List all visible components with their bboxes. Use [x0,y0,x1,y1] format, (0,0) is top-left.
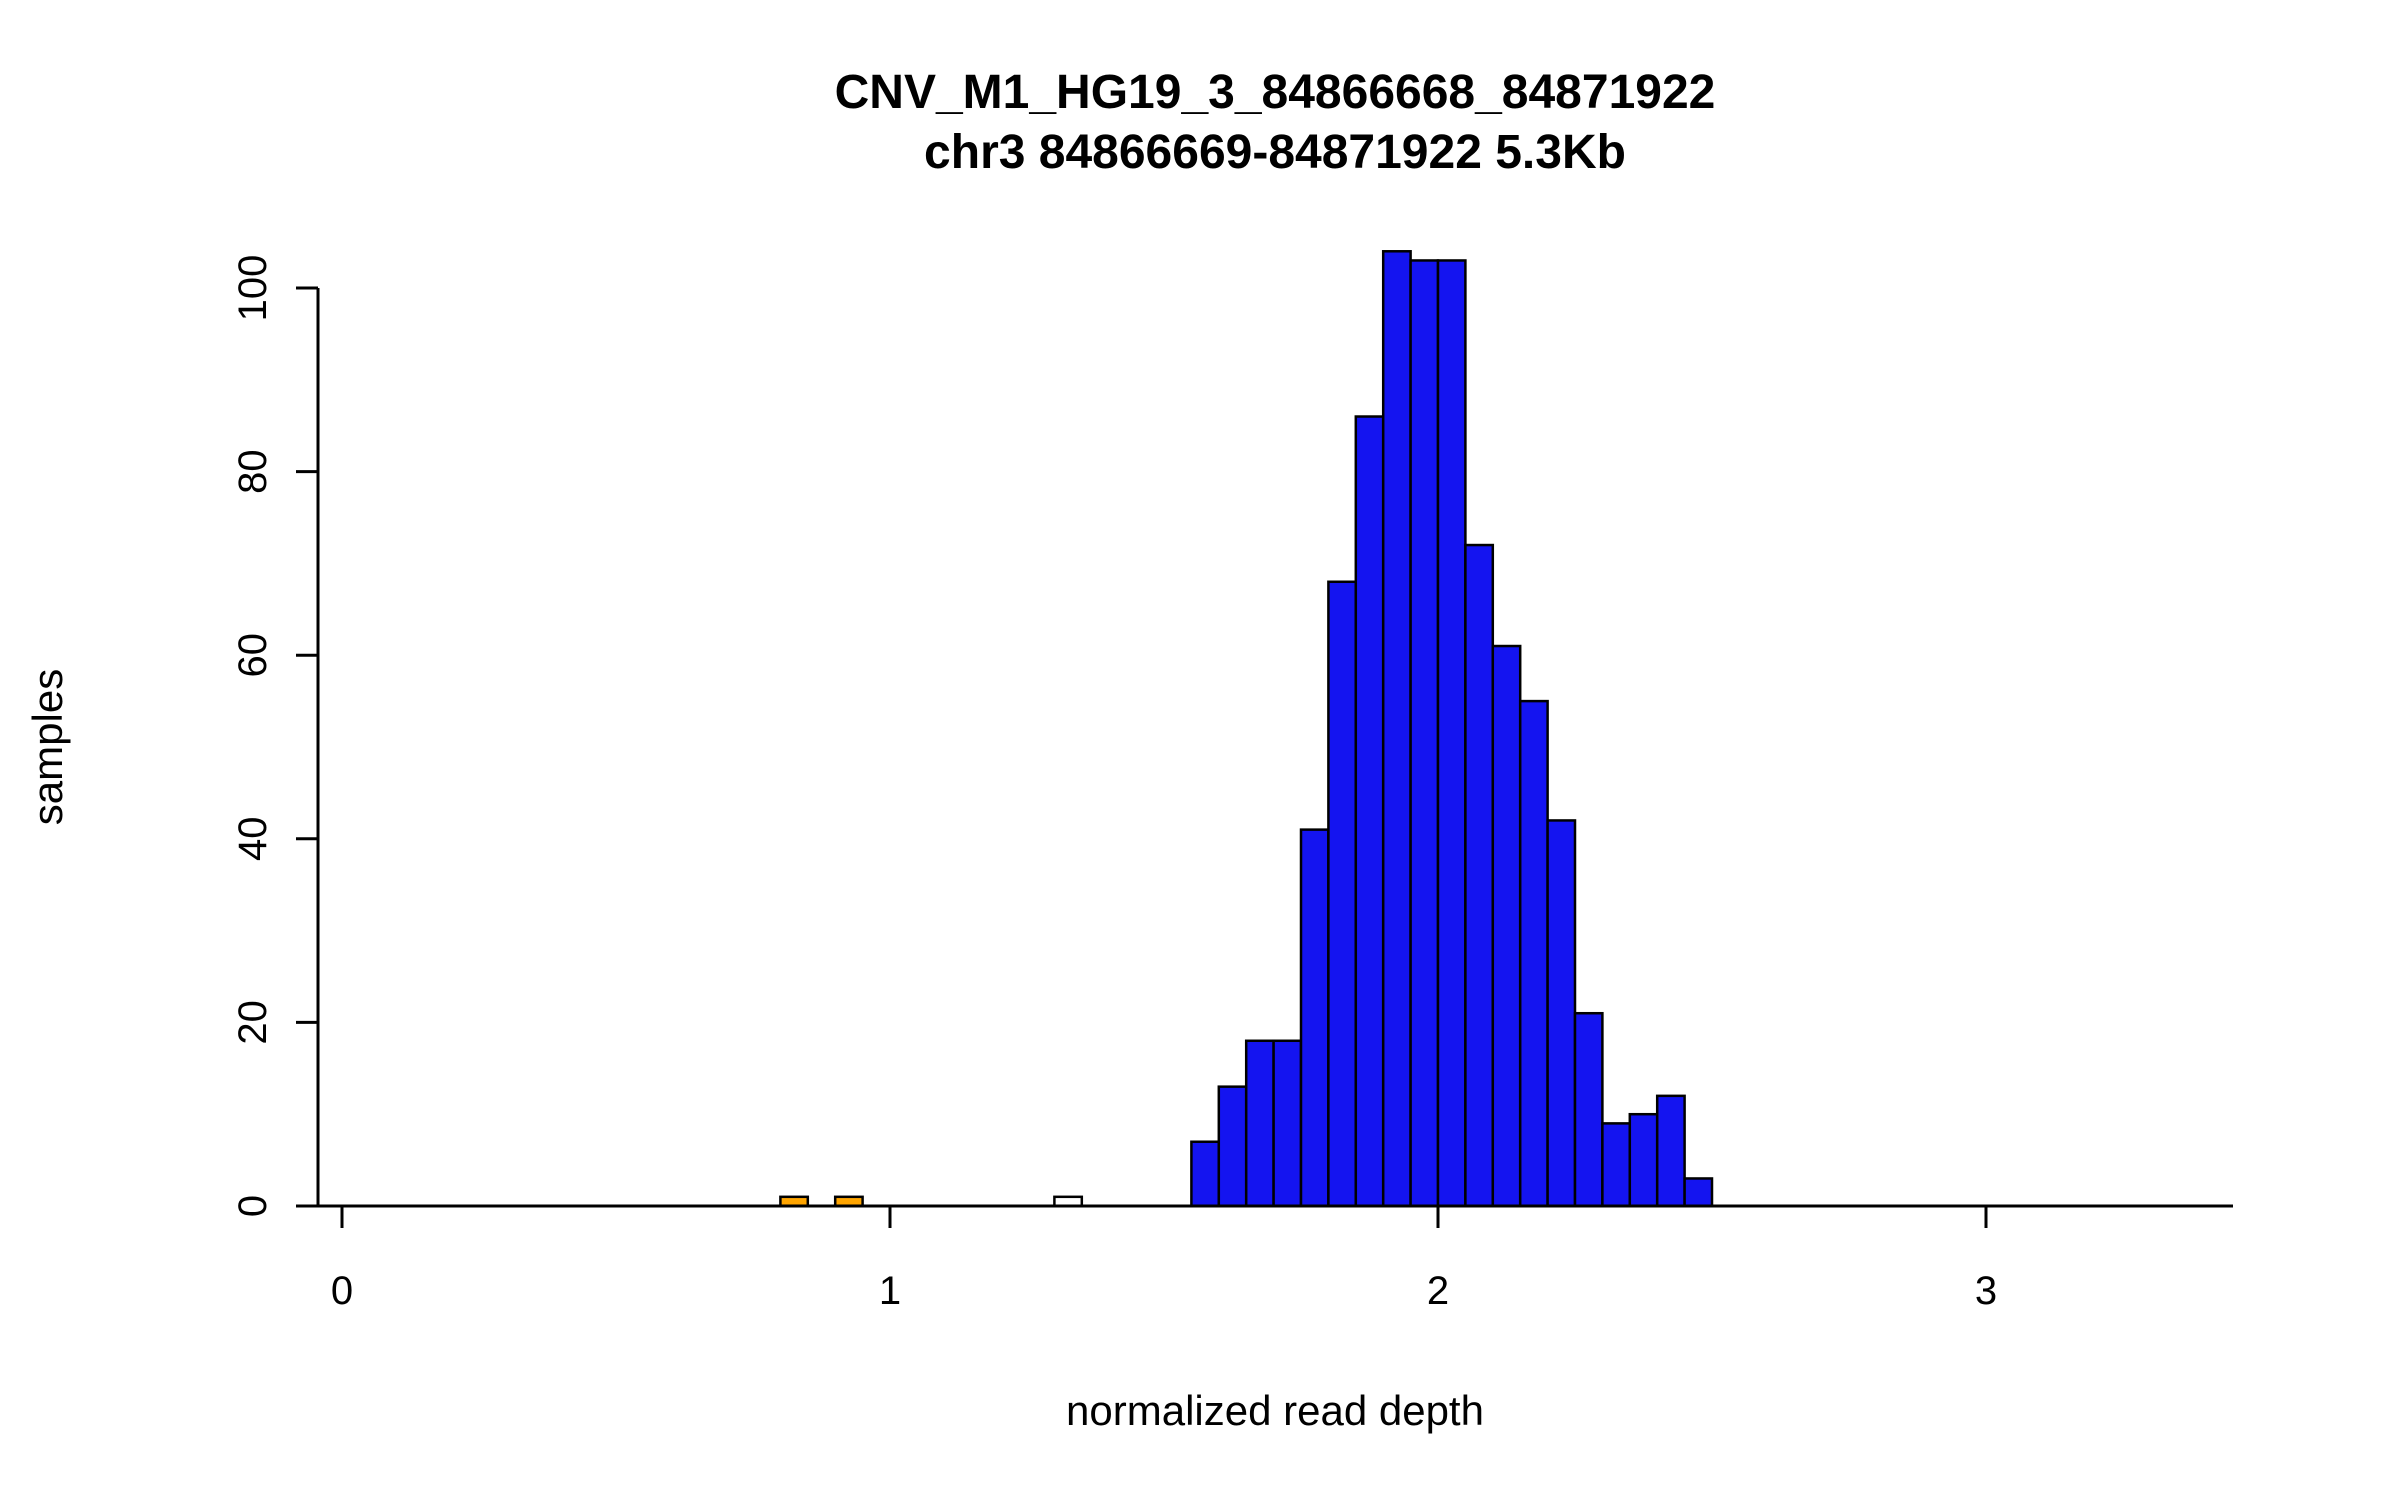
histogram-bar-blue-bars [1190,1140,1221,1208]
histogram-bar-blue-bars [1601,1122,1632,1208]
x-axis-label: normalized read depth [1066,1387,1484,1434]
y-axis-label: samples [24,669,71,825]
histogram-bar-blue-bars [1409,259,1440,1208]
histogram-bar-blue-bars [1381,250,1412,1208]
histogram-bar-blue-bars [1546,819,1577,1208]
x-tick-label: 1 [879,1269,901,1313]
histogram-bar-blue-bars [1327,580,1358,1208]
histogram-bar-blue-bars [1628,1112,1659,1208]
histogram-bars [779,250,1714,1208]
chart-title: CNV_M1_HG19_3_84866668_84871922 [835,66,1716,119]
x-tick-label: 0 [331,1269,353,1313]
histogram-bar-blue-bars [1272,1039,1303,1208]
y-tick-label: 60 [231,633,275,678]
y-tick-label: 40 [231,817,275,862]
histogram-bar-blue-bars [1655,1094,1686,1208]
x-tick-label: 3 [1975,1269,1997,1313]
chart-subtitle: chr3 84866669-84871922 5.3Kb [924,126,1626,179]
histogram-bar-blue-bars [1491,644,1522,1208]
histogram-bar-blue-bars [1217,1085,1248,1208]
histogram-bar-blue-bars [1436,259,1467,1208]
y-tick-label: 80 [231,449,275,494]
y-tick-label: 0 [231,1195,275,1217]
axes: 0 1 2 3 0 20 40 60 80 100 [231,255,2233,1313]
histogram-bar-blue-bars [1683,1177,1714,1208]
histogram-bar-blue-bars [1244,1039,1275,1208]
y-tick-label: 100 [231,255,275,322]
histogram-bar-blue-bars [1464,543,1495,1208]
histogram-bar-blue-bars [1573,1011,1604,1208]
histogram-bar-blue-bars [1518,699,1549,1208]
histogram-bar-blue-bars [1299,828,1330,1208]
y-tick-label: 20 [231,1000,275,1045]
x-tick-label: 2 [1427,1269,1449,1313]
histogram-bar-blue-bars [1354,415,1385,1208]
